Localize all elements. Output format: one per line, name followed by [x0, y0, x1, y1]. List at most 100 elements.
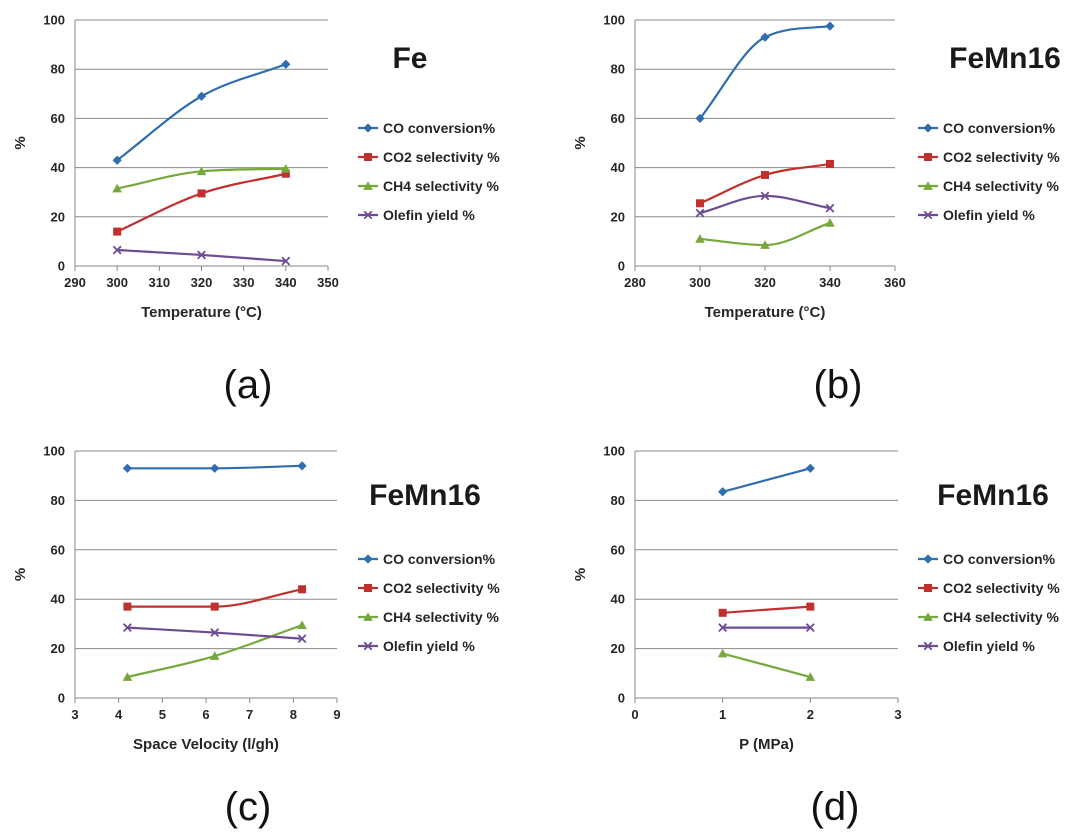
legend-marker: [923, 554, 933, 564]
x-tick-label: 2: [807, 707, 814, 722]
data-point: [122, 463, 132, 473]
legend-marker: [923, 612, 933, 621]
data-point: [197, 189, 206, 198]
data-point: [826, 159, 834, 168]
legend-label: CH4 selectivity %: [943, 609, 1059, 625]
x-tick-label: 6: [202, 707, 209, 722]
x-tick-label: 3: [894, 707, 901, 722]
legend-label: CO conversion%: [383, 551, 496, 567]
x-tick-label: 280: [624, 275, 646, 290]
legend-marker: [364, 153, 372, 161]
legend: CO conversion% CO2 selectivity % CH4 selec…: [358, 551, 500, 654]
data-point: [695, 234, 705, 243]
legend-label: CO conversion%: [943, 551, 1056, 567]
x-axis-title: P (MPa): [739, 736, 794, 753]
chart-title: FeMn16: [369, 479, 481, 512]
x-tick-label: 5: [159, 707, 166, 722]
x-tick-label: 330: [233, 275, 255, 290]
y-tick-label: 100: [43, 444, 65, 459]
y-tick-label: 20: [611, 209, 625, 224]
legend-label: Olefin yield %: [943, 207, 1035, 223]
data-point: [718, 608, 727, 617]
data-point: [281, 164, 291, 173]
x-tick-label: 8: [290, 707, 297, 722]
y-axis-title: %: [12, 568, 29, 581]
y-tick-label: 60: [611, 111, 625, 126]
data-point: [695, 208, 705, 218]
legend-marker: [923, 181, 933, 190]
y-tick-label: 0: [58, 691, 65, 706]
panel-label: (c): [225, 785, 272, 829]
legend-label: CO conversion%: [383, 120, 496, 136]
x-axis-title: Temperature (°C): [141, 304, 262, 321]
data-point: [760, 32, 770, 42]
x-tick-label: 300: [689, 275, 711, 290]
data-point: [196, 166, 207, 176]
series-line: [116, 63, 287, 162]
legend-label: Olefin yield %: [383, 207, 475, 223]
x-tick-label: 340: [819, 275, 841, 290]
chart-title: FeMn16: [937, 479, 1049, 512]
panel-label: (b): [814, 363, 863, 407]
x-tick-label: 1: [719, 707, 726, 722]
y-tick-label: 100: [603, 13, 625, 28]
x-tick-label: 350: [317, 275, 339, 290]
x-tick-label: 7: [246, 707, 253, 722]
data-point: [297, 620, 307, 629]
data-point: [112, 183, 122, 193]
legend-label: CO2 selectivity %: [943, 580, 1060, 596]
data-point: [122, 672, 133, 681]
y-tick-label: 60: [611, 542, 625, 557]
chart-title: Fe: [392, 42, 427, 75]
legend-label: CH4 selectivity %: [943, 178, 1059, 194]
x-tick-label: 310: [148, 275, 170, 290]
data-point: [210, 463, 220, 473]
legend-marker: [363, 641, 373, 651]
chart-panel: 0 20 40 60 80 100 280 300 320 340 360 Temperature (…: [572, 13, 1061, 408]
data-point: [197, 250, 206, 260]
y-tick-label: 0: [618, 259, 625, 274]
y-tick-label: 100: [603, 444, 625, 459]
x-tick-label: 4: [115, 707, 123, 722]
data-point: [760, 240, 770, 249]
x-tick-label: 320: [191, 275, 213, 290]
data-point: [281, 169, 290, 178]
x-tick-label: 0: [631, 707, 638, 722]
y-tick-label: 20: [51, 641, 65, 656]
y-tick-label: 40: [51, 160, 65, 175]
legend-marker: [923, 123, 933, 133]
series-line: [722, 467, 811, 493]
legend-label: Olefin yield %: [383, 638, 475, 654]
legend-marker: [363, 210, 373, 220]
chart-panel: 0 20 40 60 80 100 290 300 310 320 330 340 350 Tempera…: [12, 13, 500, 408]
x-tick-label: 360: [884, 275, 906, 290]
legend-marker: [924, 153, 932, 161]
legend-marker: [923, 210, 933, 220]
y-tick-label: 20: [611, 641, 625, 656]
panel-label: (d): [811, 785, 860, 829]
legend-label: CO conversion%: [943, 120, 1056, 136]
y-tick-label: 40: [51, 592, 65, 607]
legend: CO conversion% CO2 selectivity % CH4 selec…: [918, 551, 1060, 654]
legend-marker: [924, 584, 932, 592]
data-point: [122, 623, 132, 633]
data-point: [695, 113, 705, 123]
data-point: [210, 628, 220, 637]
y-tick-label: 40: [611, 160, 625, 175]
data-point: [718, 487, 728, 497]
data-point: [805, 463, 815, 473]
y-tick-label: 80: [51, 493, 65, 508]
series-line: [699, 162, 831, 205]
x-tick-label: 300: [106, 275, 128, 290]
data-point: [123, 602, 132, 611]
legend: CO conversion% CO2 selectivity % CH4 selec…: [918, 120, 1060, 223]
legend: CO conversion% CO2 selectivity % CH4 selec…: [358, 120, 500, 223]
legend-label: CO2 selectivity %: [383, 149, 500, 165]
y-tick-label: 0: [58, 259, 65, 274]
legend-label: CH4 selectivity %: [383, 178, 499, 194]
legend-marker: [363, 612, 373, 621]
data-point: [298, 585, 307, 594]
x-tick-label: 3: [71, 707, 78, 722]
data-point: [281, 256, 291, 266]
data-point: [805, 623, 815, 633]
